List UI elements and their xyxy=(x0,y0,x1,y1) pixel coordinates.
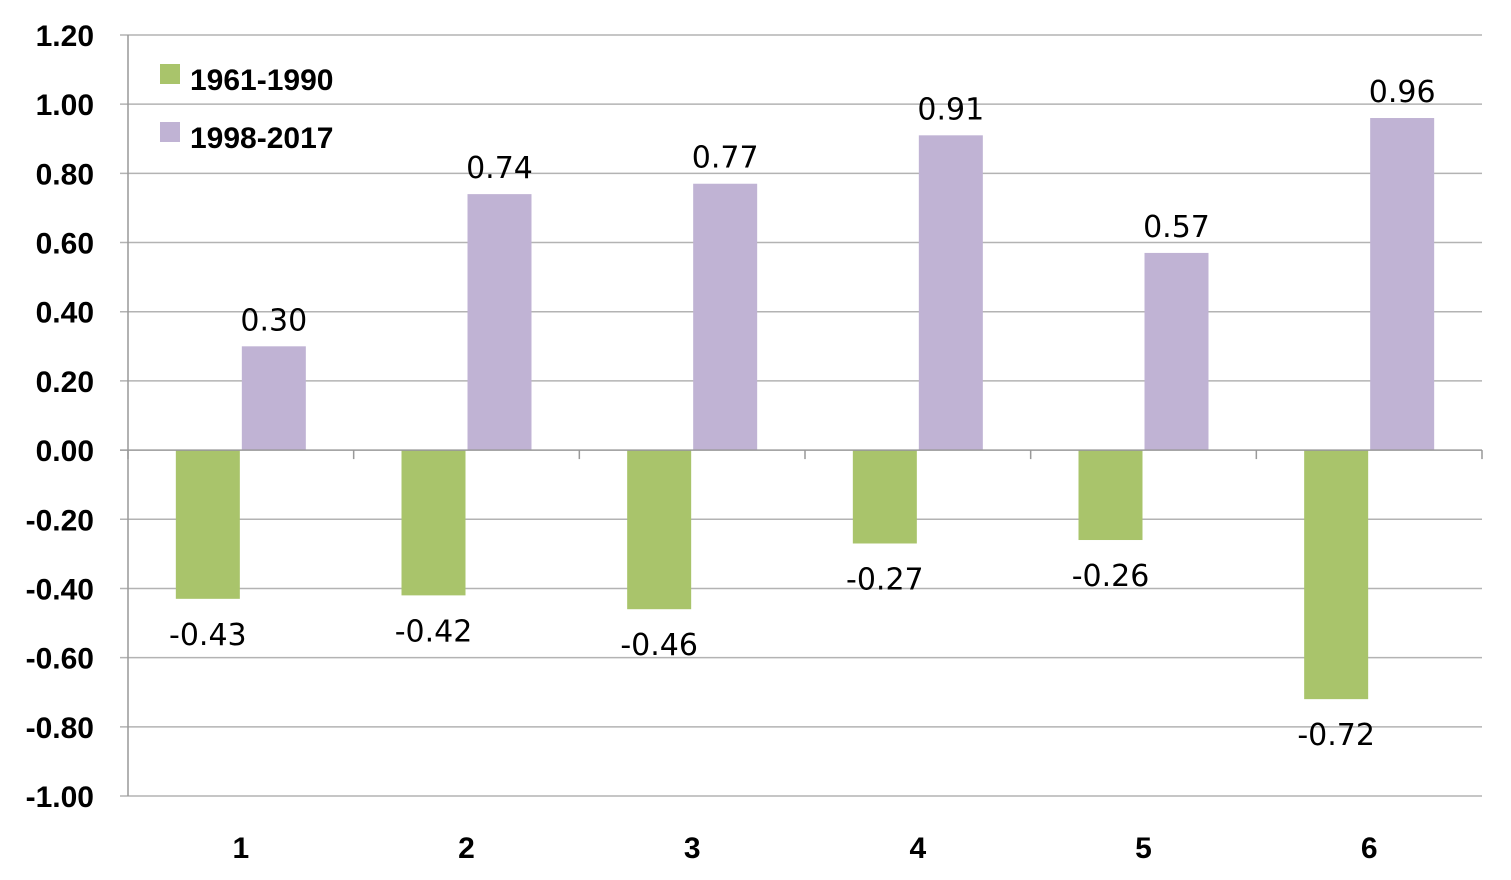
y-tick-label: -1.00 xyxy=(26,781,94,814)
y-tick-label: 0.20 xyxy=(36,366,94,399)
legend-label: 1961-1990 xyxy=(190,64,333,97)
x-tick-label: 3 xyxy=(684,832,701,865)
data-label: 0.57 xyxy=(1143,210,1210,245)
bar-series-2 xyxy=(1370,118,1435,451)
bar-series-2 xyxy=(693,183,758,451)
y-tick-label: 1.00 xyxy=(36,89,94,122)
data-label: -0.42 xyxy=(395,614,473,649)
bar-series-1 xyxy=(175,450,240,599)
x-tick-label: 4 xyxy=(909,832,926,865)
data-label: 0.30 xyxy=(240,303,307,338)
x-axis-tick-labels: 1 2 3 4 5 6 xyxy=(232,832,1377,865)
legend-swatch xyxy=(160,64,180,84)
legend-swatch xyxy=(160,122,180,142)
data-label: -0.43 xyxy=(169,618,247,653)
bar-series-1 xyxy=(852,450,917,544)
bar-series-1 xyxy=(1304,450,1369,700)
y-tick-label: -0.20 xyxy=(26,504,94,537)
bar-series-2 xyxy=(918,135,983,451)
data-label: 0.74 xyxy=(466,151,533,186)
bar-series-1 xyxy=(401,450,466,596)
data-labels: -0.43 0.30 -0.42 0.74 -0.46 0.77 -0.27 0.91 -0.2… xyxy=(169,75,1436,753)
gridlines xyxy=(120,34,1482,797)
y-tick-label: 0.00 xyxy=(36,435,94,468)
data-label: -0.26 xyxy=(1072,559,1150,594)
axes xyxy=(120,35,1483,796)
y-tick-label: -0.60 xyxy=(26,643,94,676)
y-tick-label: 0.80 xyxy=(36,158,94,191)
x-tick-label: 5 xyxy=(1135,832,1152,865)
y-axis-tick-labels: 1.20 1.00 0.80 0.60 0.40 0.20 0.00 -0.20 -0.40 -0… xyxy=(26,20,94,814)
data-label: 0.96 xyxy=(1369,75,1436,110)
x-tick-label: 2 xyxy=(458,832,475,865)
legend: 1961-1990 1998-2017 xyxy=(160,64,333,155)
y-tick-label: 0.60 xyxy=(36,228,94,261)
data-label: 0.91 xyxy=(917,92,984,127)
data-label: -0.27 xyxy=(846,562,924,597)
bar-series-1 xyxy=(1078,450,1143,541)
bars xyxy=(175,118,1435,700)
bar-series-2 xyxy=(467,194,532,451)
legend-label: 1998-2017 xyxy=(190,122,333,155)
data-label: -0.46 xyxy=(620,628,698,663)
y-tick-label: -0.80 xyxy=(26,712,94,745)
bar-series-2 xyxy=(1144,252,1209,451)
data-label: 0.77 xyxy=(692,141,759,176)
x-tick-label: 6 xyxy=(1361,832,1378,865)
bar-series-1 xyxy=(627,450,692,610)
data-label: -0.72 xyxy=(1297,718,1375,753)
y-tick-label: -0.40 xyxy=(26,573,94,606)
y-tick-label: 0.40 xyxy=(36,297,94,330)
x-tick-label: 1 xyxy=(232,832,249,865)
y-tick-label: 1.20 xyxy=(36,20,94,53)
bar-series-2 xyxy=(241,346,306,451)
